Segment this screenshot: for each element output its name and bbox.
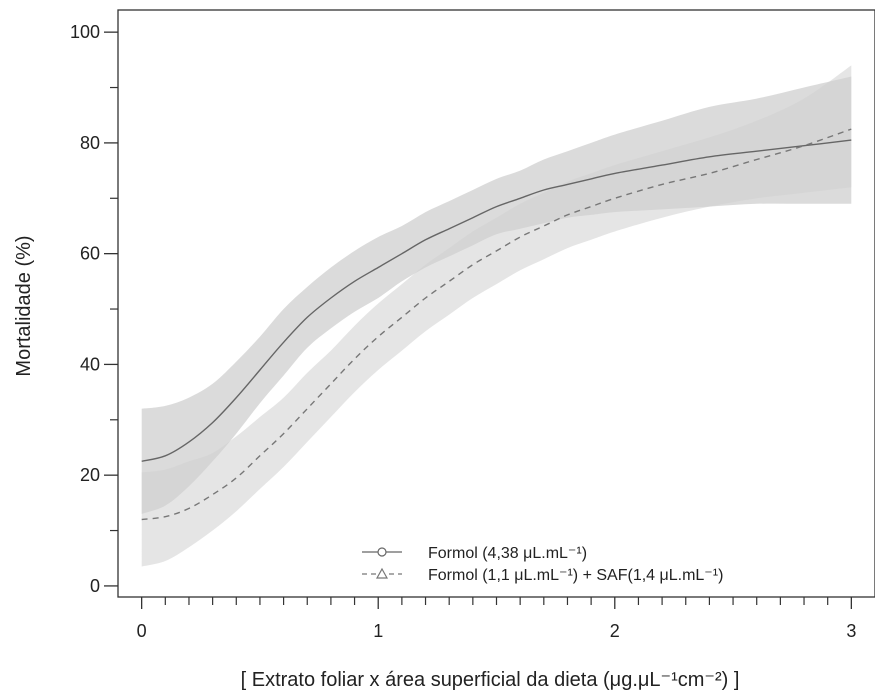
y-tick-label: 80 (80, 133, 100, 153)
y-tick-label: 40 (80, 354, 100, 374)
legend-label-formol: Formol (4,38 μL.mL⁻¹) (428, 545, 587, 562)
y-tick-label: 20 (80, 465, 100, 485)
y-tick-label: 100 (70, 22, 100, 42)
confidence-bands (141, 65, 852, 567)
series-lines (141, 128, 852, 521)
y-tick-label: 60 (80, 244, 100, 264)
legend-item-formol: Formol (4,38 μL.mL⁻¹) (362, 545, 587, 562)
y-axis-title: Mortalidade (%) (13, 235, 35, 376)
y-tick-label: 0 (90, 576, 100, 596)
y-axis: 0 20 40 60 80 100 (70, 22, 118, 596)
x-tick-label: 3 (846, 621, 856, 641)
x-tick-label: 1 (373, 621, 383, 641)
legend-item-formol-saf: Formol (1,1 μL.mL⁻¹) + SAF(1,4 μL.mL⁻¹) (362, 567, 723, 584)
x-tick-label: 0 (137, 621, 147, 641)
x-axis-title: [ Extrato foliar x área superficial da d… (241, 669, 740, 691)
circle-marker-icon (377, 547, 387, 557)
legend: Formol (4,38 μL.mL⁻¹) Formol (1,1 μL.mL⁻… (362, 545, 723, 584)
x-tick-label: 2 (610, 621, 620, 641)
triangle-marker-icon (375, 567, 389, 579)
legend-label-formol-saf: Formol (1,1 μL.mL⁻¹) + SAF(1,4 μL.mL⁻¹) (428, 567, 723, 584)
x-axis: 0 1 2 3 (137, 597, 856, 641)
confidence-band-1 (141, 65, 852, 567)
series-line-0 (141, 139, 852, 462)
